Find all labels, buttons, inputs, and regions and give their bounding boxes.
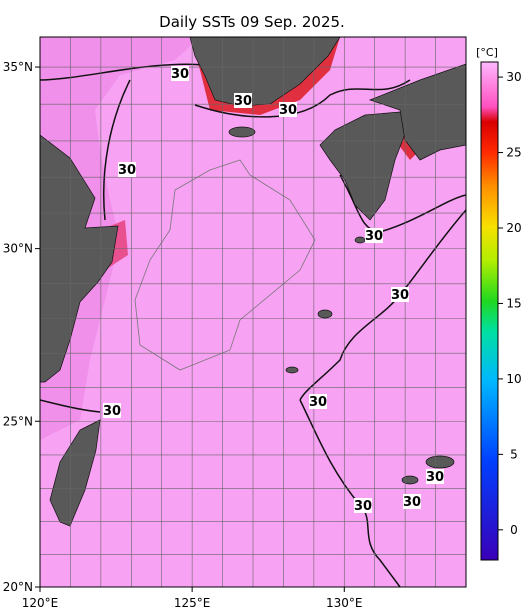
contour-label: 30 <box>365 229 383 244</box>
contour-label: 30 <box>118 163 136 178</box>
title: Daily SSTs 09 Sep. 2025. <box>159 13 345 31</box>
colorbar-unit: [°C] <box>476 46 498 59</box>
lat-tick-label: 30°N <box>3 242 33 256</box>
land <box>40 37 466 527</box>
colorbar <box>480 61 499 561</box>
contour-label: 30 <box>279 103 297 118</box>
axes: 120°E 125°E 130°E 20°N 25°N 30°N 35°N 0 5 10 15 20 2… <box>3 60 522 610</box>
contour-31 <box>134 159 316 371</box>
contour-label: 30 <box>309 395 327 410</box>
contour-label: 30 <box>171 67 189 82</box>
contour-label: 30 <box>426 470 444 485</box>
colorbar-tick-label: 15 <box>506 296 521 310</box>
sea-cooler <box>40 37 200 440</box>
contour-label: 30 <box>403 495 421 510</box>
contour-labels: 30 30 30 30 30 30 30 30 30 30 30 <box>103 66 444 514</box>
contour-label-bg <box>171 66 189 81</box>
contour-label-bg <box>391 287 409 302</box>
lon-tick-label: 120°E <box>22 596 59 610</box>
map-area: 30 30 30 30 30 30 30 30 30 30 30 <box>40 37 466 587</box>
lat-tick-label: 35°N <box>3 60 33 74</box>
lat-tick-label: 20°N <box>3 580 33 594</box>
contour-label-bg <box>426 469 444 484</box>
map-frame <box>39 36 467 588</box>
contour-label: 30 <box>391 288 409 303</box>
colorbar-tick-label: 25 <box>506 146 521 160</box>
contour-label: 30 <box>103 404 121 419</box>
colorbar-tick-label: 10 <box>506 372 521 386</box>
contour-label: 30 <box>354 499 372 514</box>
lat-tick-label: 25°N <box>3 414 33 428</box>
colorbar-tick-label: 5 <box>510 447 518 461</box>
contour-label-bg <box>234 93 252 108</box>
contour-label-bg <box>279 102 297 117</box>
colorbar-tick-label: 30 <box>506 70 521 84</box>
colorbar-tick-label: 0 <box>510 523 518 537</box>
contour-label-bg <box>118 162 136 177</box>
graticule <box>40 37 466 587</box>
contour-label-bg <box>403 494 421 509</box>
lon-tick-label: 130°E <box>326 596 363 610</box>
contour-label-bg <box>354 498 372 513</box>
contour-label: 30 <box>234 94 252 109</box>
contour-label-bg <box>365 228 383 243</box>
colorbar-tick-label: 20 <box>506 221 521 235</box>
contour-label-bg <box>103 403 121 418</box>
contour-label-bg <box>309 394 327 409</box>
lon-tick-label: 125°E <box>174 596 211 610</box>
